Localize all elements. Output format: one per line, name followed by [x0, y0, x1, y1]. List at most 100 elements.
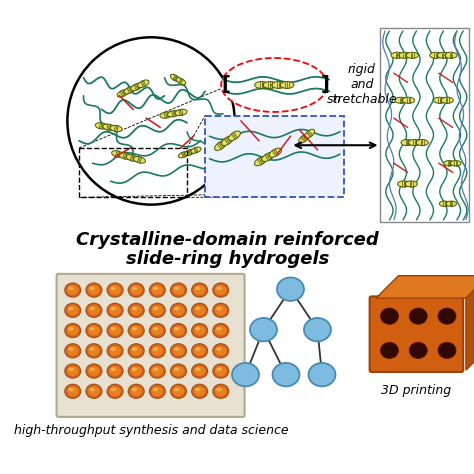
Text: [: [	[221, 75, 230, 94]
Ellipse shape	[191, 303, 208, 318]
Ellipse shape	[149, 323, 166, 338]
Ellipse shape	[416, 139, 428, 146]
Ellipse shape	[107, 383, 124, 399]
Ellipse shape	[170, 283, 187, 298]
Ellipse shape	[406, 52, 419, 58]
Ellipse shape	[128, 323, 145, 338]
Ellipse shape	[191, 283, 208, 298]
Ellipse shape	[195, 307, 201, 310]
Ellipse shape	[137, 80, 149, 88]
Ellipse shape	[215, 305, 227, 315]
Ellipse shape	[90, 347, 95, 351]
Ellipse shape	[170, 364, 187, 379]
Ellipse shape	[216, 327, 222, 330]
Ellipse shape	[216, 286, 222, 290]
Text: n: n	[334, 94, 341, 104]
Ellipse shape	[174, 327, 179, 330]
Ellipse shape	[108, 283, 123, 297]
Text: ]: ]	[320, 75, 329, 94]
Ellipse shape	[67, 326, 79, 336]
Ellipse shape	[86, 365, 101, 378]
Ellipse shape	[132, 327, 137, 330]
Ellipse shape	[86, 283, 101, 297]
Ellipse shape	[444, 161, 455, 166]
Ellipse shape	[299, 134, 309, 143]
Ellipse shape	[67, 386, 79, 396]
Ellipse shape	[195, 286, 201, 290]
Ellipse shape	[212, 364, 229, 379]
Ellipse shape	[132, 286, 137, 290]
Ellipse shape	[221, 58, 328, 112]
Ellipse shape	[174, 388, 179, 391]
Ellipse shape	[391, 52, 403, 58]
Ellipse shape	[88, 285, 100, 295]
Ellipse shape	[170, 383, 187, 399]
Ellipse shape	[309, 363, 336, 386]
Ellipse shape	[170, 343, 187, 358]
Ellipse shape	[250, 318, 277, 341]
Ellipse shape	[149, 303, 166, 318]
Ellipse shape	[450, 161, 461, 166]
Ellipse shape	[171, 324, 186, 337]
Ellipse shape	[192, 324, 207, 337]
Ellipse shape	[128, 283, 144, 297]
Ellipse shape	[381, 342, 399, 358]
Ellipse shape	[212, 283, 229, 298]
Bar	[205, 116, 345, 197]
Ellipse shape	[171, 344, 186, 357]
Ellipse shape	[191, 383, 208, 399]
Ellipse shape	[150, 283, 165, 297]
Ellipse shape	[128, 324, 144, 337]
Ellipse shape	[88, 326, 100, 336]
Ellipse shape	[441, 97, 453, 103]
Ellipse shape	[215, 141, 227, 150]
Ellipse shape	[215, 326, 227, 336]
Ellipse shape	[67, 285, 79, 295]
Ellipse shape	[88, 386, 100, 396]
Ellipse shape	[128, 283, 145, 298]
Ellipse shape	[68, 367, 73, 371]
Ellipse shape	[128, 364, 145, 379]
Ellipse shape	[409, 342, 427, 358]
Ellipse shape	[108, 344, 123, 357]
Ellipse shape	[110, 327, 116, 330]
Ellipse shape	[280, 82, 294, 89]
Ellipse shape	[107, 323, 124, 338]
Ellipse shape	[216, 307, 222, 310]
Ellipse shape	[112, 151, 124, 157]
Ellipse shape	[128, 303, 145, 318]
Ellipse shape	[272, 82, 285, 89]
Ellipse shape	[134, 156, 146, 163]
Ellipse shape	[216, 367, 222, 371]
Ellipse shape	[213, 384, 228, 398]
FancyBboxPatch shape	[56, 274, 245, 417]
Ellipse shape	[108, 303, 123, 317]
Ellipse shape	[430, 52, 442, 58]
Ellipse shape	[65, 324, 81, 337]
Ellipse shape	[86, 344, 101, 357]
Ellipse shape	[167, 110, 180, 117]
Ellipse shape	[119, 153, 131, 159]
Ellipse shape	[304, 129, 315, 138]
Ellipse shape	[439, 201, 450, 206]
Ellipse shape	[68, 347, 73, 351]
Ellipse shape	[126, 155, 138, 161]
Ellipse shape	[215, 285, 227, 295]
Ellipse shape	[213, 324, 228, 337]
Ellipse shape	[173, 326, 184, 336]
Ellipse shape	[128, 303, 144, 317]
Ellipse shape	[171, 283, 186, 297]
Ellipse shape	[213, 365, 228, 378]
Ellipse shape	[109, 305, 121, 315]
Ellipse shape	[85, 364, 102, 379]
Ellipse shape	[110, 286, 116, 290]
Ellipse shape	[108, 384, 123, 398]
Ellipse shape	[86, 324, 101, 337]
Ellipse shape	[130, 285, 142, 295]
Ellipse shape	[170, 303, 187, 318]
Ellipse shape	[195, 388, 201, 391]
Ellipse shape	[221, 136, 234, 146]
Ellipse shape	[65, 365, 81, 378]
Ellipse shape	[215, 346, 227, 356]
Ellipse shape	[67, 346, 79, 356]
